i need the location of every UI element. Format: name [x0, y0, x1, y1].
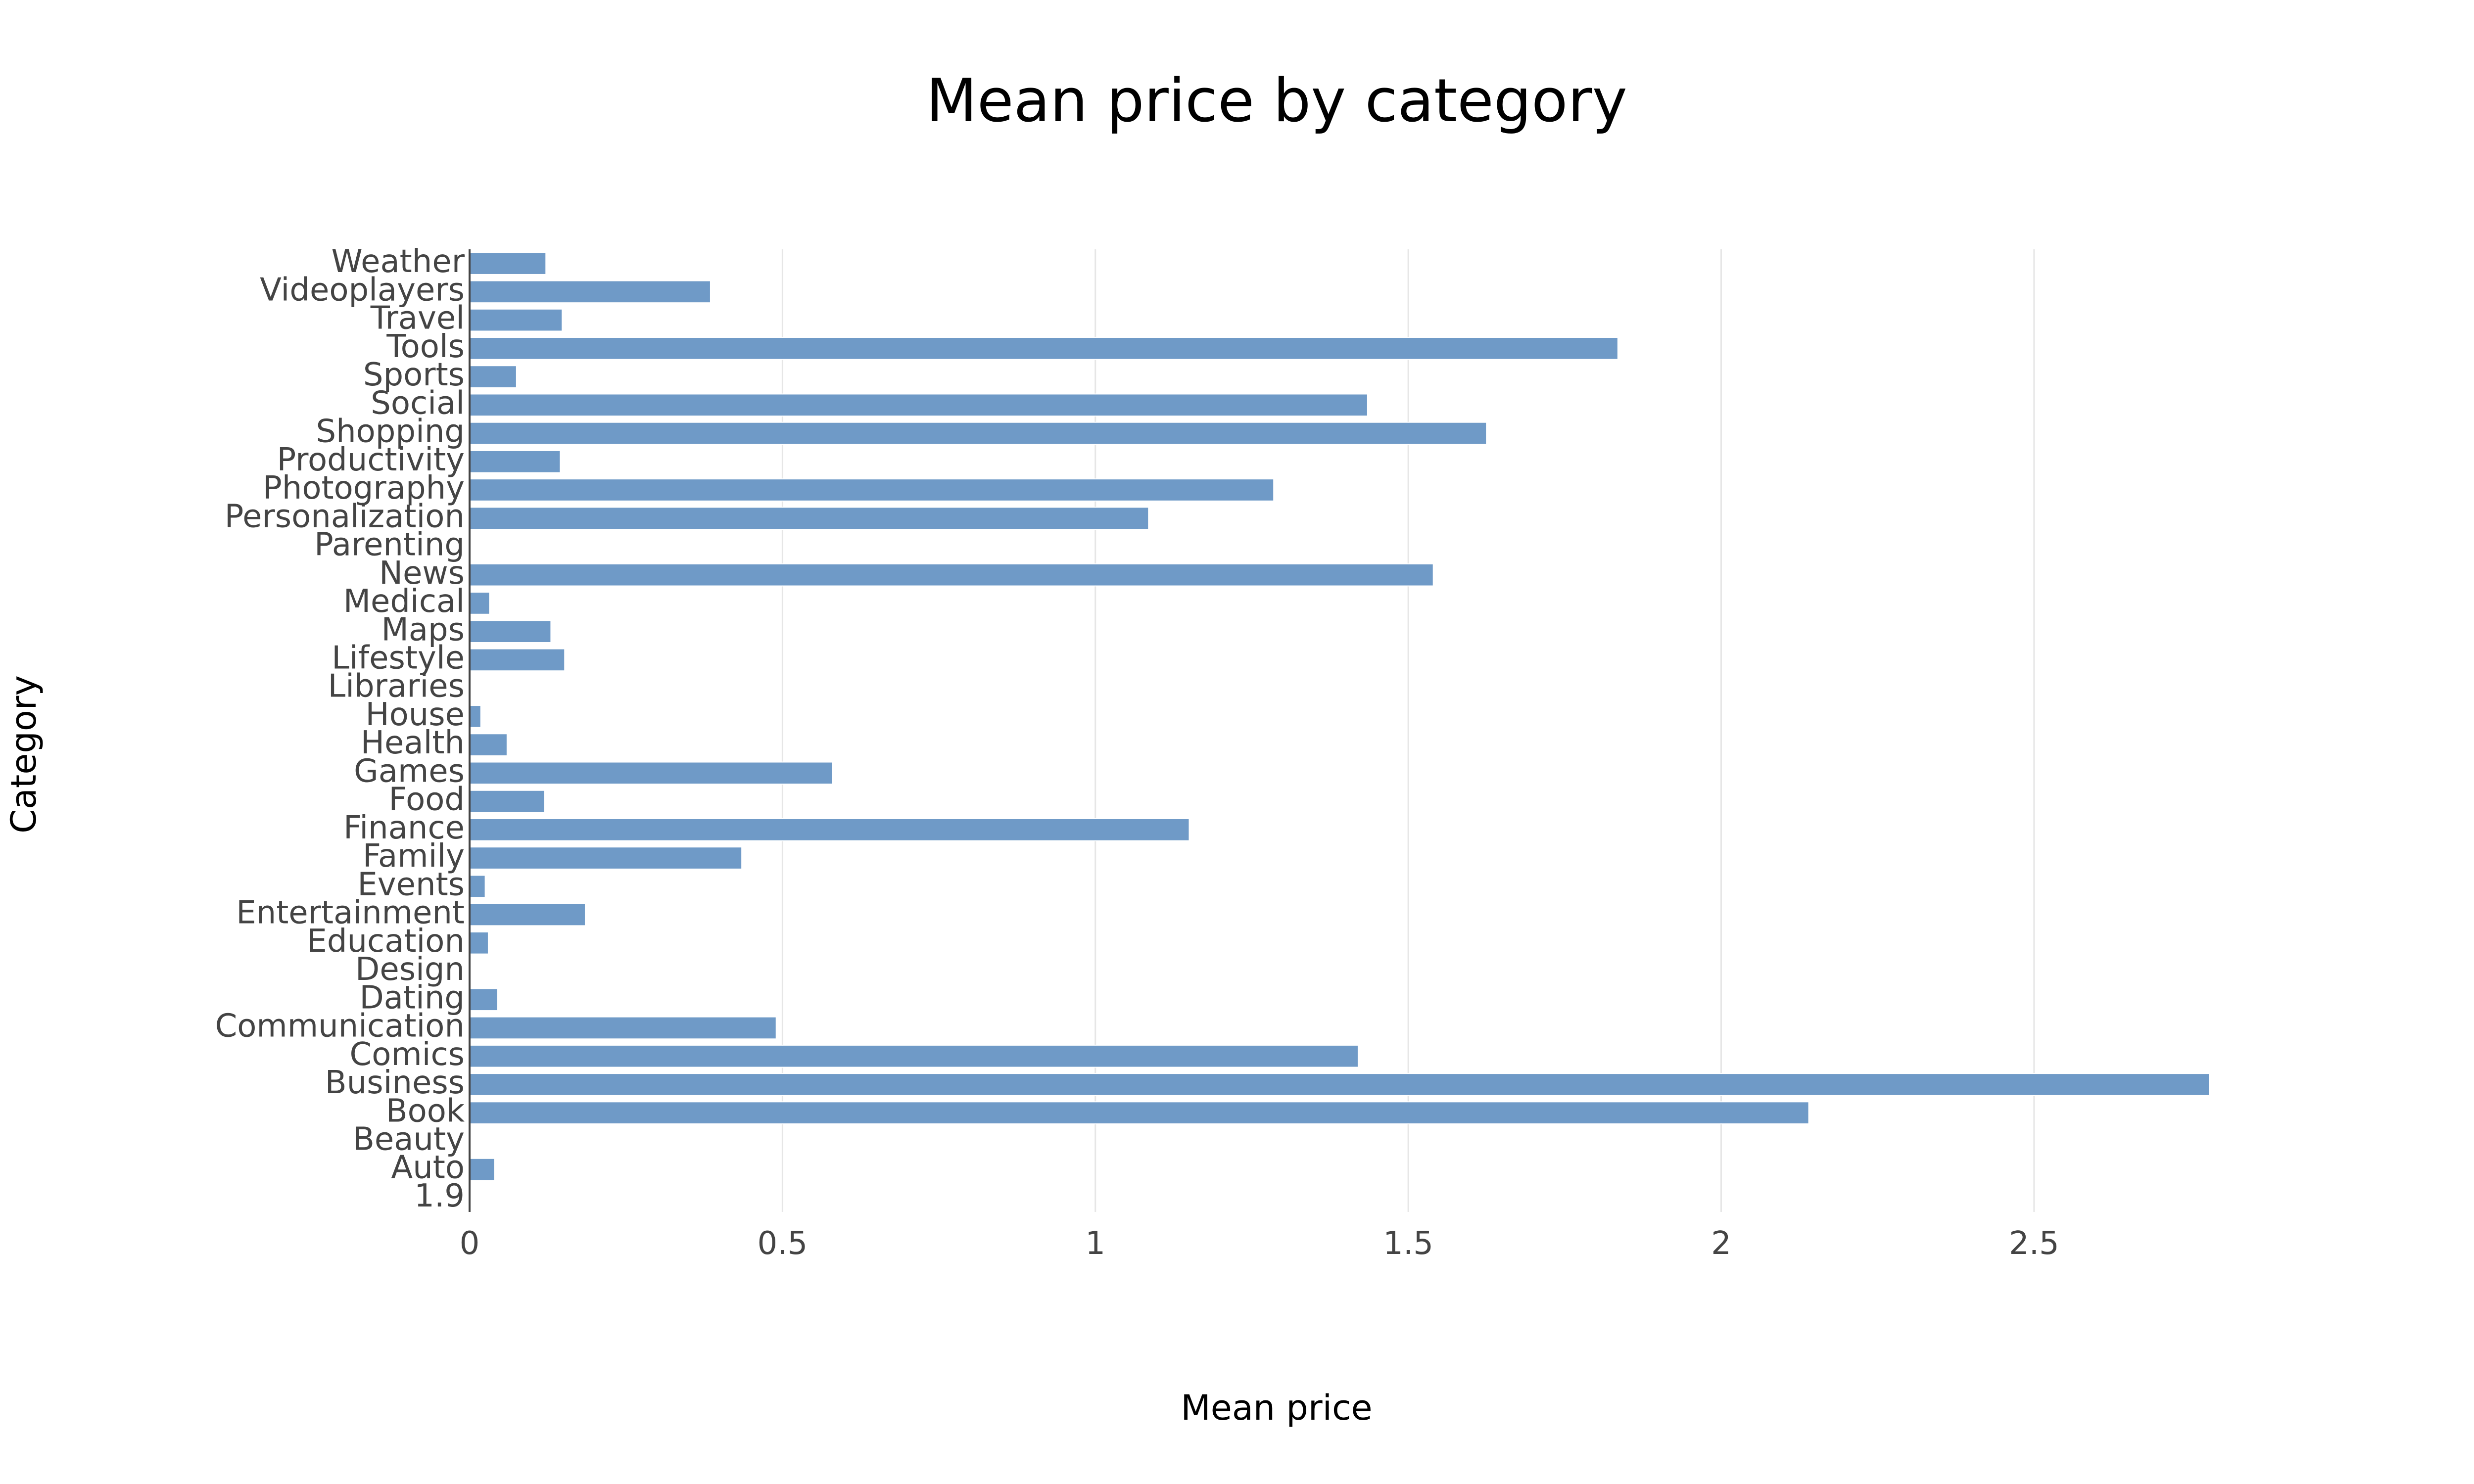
y-tick-label: Dating	[359, 979, 465, 1016]
y-tick-label: Tools	[386, 328, 465, 365]
bar-videoplayers	[469, 280, 711, 304]
bar-dating	[469, 988, 498, 1012]
y-tick-label: Auto	[391, 1150, 465, 1186]
bar-finance	[469, 818, 1190, 841]
y-tick-label: Games	[354, 753, 465, 789]
bar-games	[469, 761, 833, 785]
bar-house	[469, 705, 481, 728]
bar-shopping	[469, 421, 1487, 445]
y-tick-label: Communication	[215, 1008, 465, 1045]
y-tick-label: Social	[371, 385, 465, 421]
bar-health	[469, 733, 508, 756]
y-tick-label: Parenting	[314, 527, 465, 563]
y-tick-label: Personalization	[225, 498, 465, 535]
bar-food	[469, 789, 545, 813]
bar-productivity	[469, 450, 561, 473]
y-tick-label: Photography	[263, 470, 465, 507]
y-tick-label: Libraries	[328, 668, 465, 705]
y-tick-label: Book	[386, 1093, 465, 1129]
bar-business	[469, 1073, 2210, 1096]
bar-family	[469, 846, 743, 870]
y-tick-label: Business	[325, 1065, 465, 1101]
x-tick-label: 0.5	[757, 1225, 808, 1262]
bar-tools	[469, 337, 1618, 360]
y-tick-label: News	[379, 555, 465, 592]
bar-travel	[469, 308, 563, 332]
bar-weather	[469, 252, 547, 275]
y-tick-labels: 1.9AutoBeautyBookBusinessComicsCommunica…	[215, 243, 465, 1214]
bar-news	[469, 563, 1434, 587]
x-axis-title: Mean price	[1181, 1388, 1372, 1428]
bars	[469, 252, 2210, 1181]
y-tick-label: Health	[361, 725, 465, 761]
y-tick-label: Medical	[343, 583, 465, 620]
y-tick-label: House	[365, 696, 465, 733]
bar-events	[469, 875, 486, 898]
bar-sports	[469, 365, 517, 388]
x-tick-label: 1.5	[1383, 1225, 1433, 1262]
y-tick-label: Shopping	[316, 414, 465, 450]
y-tick-label: Finance	[343, 810, 465, 846]
bar-maps	[469, 620, 552, 643]
y-tick-label: Weather	[332, 243, 465, 280]
x-tick-label: 2	[1711, 1225, 1731, 1262]
y-tick-label: Family	[363, 838, 465, 875]
x-tick-labels: 0 0.5 1 1.5 2 2.5	[460, 1225, 2059, 1262]
y-tick-label: Design	[355, 951, 465, 988]
x-tick-label: 0	[460, 1225, 480, 1262]
x-tick-label: 1	[1085, 1225, 1105, 1262]
y-axis-title: Category	[3, 675, 44, 834]
y-tick-label: Maps	[381, 611, 465, 648]
y-tick-label: Food	[389, 782, 465, 818]
bar-medical	[469, 592, 490, 615]
bar-personalization	[469, 507, 1149, 530]
bar-lifestyle	[469, 648, 566, 672]
y-tick-label: Sports	[363, 357, 465, 393]
y-tick-label: Lifestyle	[332, 640, 465, 676]
y-tick-label: Comics	[350, 1036, 465, 1073]
y-tick-label: Entertainment	[236, 895, 465, 931]
chart-title: Mean price by category	[926, 67, 1627, 136]
bar-auto	[469, 1158, 495, 1181]
bar-communication	[469, 1016, 777, 1040]
bar-education	[469, 931, 489, 955]
bar-social	[469, 393, 1368, 417]
y-tick-label: Videoplayers	[260, 272, 465, 308]
y-tick-label: Beauty	[353, 1121, 465, 1158]
y-tick-label: Events	[357, 866, 465, 903]
bar-entertainment	[469, 903, 586, 927]
bar-book	[469, 1101, 1809, 1124]
y-tick-label: Productivity	[277, 442, 465, 478]
y-tick-label: Travel	[370, 300, 465, 337]
x-tick-label: 2.5	[2009, 1225, 2059, 1262]
y-tick-label: 1.9	[414, 1178, 465, 1214]
bar-comics	[469, 1044, 1359, 1068]
y-tick-label: Education	[307, 923, 465, 960]
bar-photography	[469, 478, 1275, 502]
